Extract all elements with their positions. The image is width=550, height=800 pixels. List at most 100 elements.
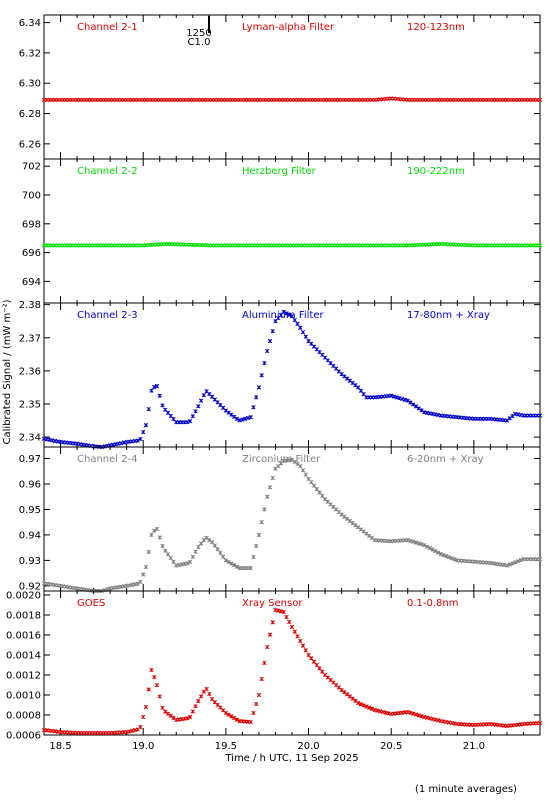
data-point [248,719,253,725]
data-point [141,429,146,435]
data-point [416,541,421,546]
data-point [141,572,146,577]
y-tick-label: 2.34 [19,433,41,444]
data-point [355,385,361,390]
data-point [226,712,231,717]
data-point [204,686,209,692]
data-point [157,535,162,540]
filter-label: Xray Sensor [242,598,303,609]
data-point [146,406,151,412]
data-point [138,436,143,442]
event-marker-class: C1.0 [188,37,211,48]
data-point [361,391,366,397]
data-point [154,526,160,532]
data-point [314,486,319,492]
data-point [201,392,206,398]
data-point [358,702,364,707]
data-point [300,643,306,648]
panel-frame [43,302,541,448]
data-point [146,549,151,555]
data-point [311,659,317,664]
series-2 [41,241,543,248]
band-label: 0.1-0.8nm [407,598,459,609]
data-point [215,547,220,552]
data-point [433,548,438,554]
data-point [413,404,419,409]
data-point [419,542,424,547]
data-point [430,547,435,552]
data-point [504,563,510,568]
panel-frame [43,446,541,592]
data-point [163,548,168,553]
data-point [303,472,308,477]
data-point [262,660,267,666]
data-point [537,413,543,418]
channel-label: Channel 2-1 [77,22,138,33]
data-point [424,544,430,549]
x-tick-label: 20.0 [297,741,319,752]
data-point [234,564,240,569]
y-tick-label: 702 [22,162,41,173]
y-tick-label: 0.0010 [6,691,41,702]
band-label: 190-222nm [407,166,465,177]
y-tick-label: 6.30 [19,79,41,90]
data-point [149,532,154,538]
y-tick-label: 6.32 [19,48,41,59]
panel-frame [43,158,541,304]
y-tick-label: 0.0018 [6,611,41,622]
data-point [248,415,253,420]
data-point [303,334,308,339]
data-point [143,423,149,428]
data-point [259,373,264,378]
data-point [160,543,165,549]
data-point [510,561,515,566]
data-point [303,648,308,653]
data-point [160,403,165,408]
panel-1: 6.26 6.28 6.30 6.32 6.34 Channel 2-1 Lyman-alp… [19,14,543,160]
data-point [289,314,295,319]
data-point [218,550,223,556]
data-point [270,328,275,334]
data-point [306,652,311,658]
channel-label: GOES [77,598,105,609]
data-point [284,311,289,316]
data-point [537,556,543,562]
data-point [207,691,212,697]
data-point [361,703,366,708]
y-tick-label: 0.0012 [6,671,41,682]
data-point [234,717,240,722]
data-point [209,539,215,545]
series-5 [41,607,543,736]
data-point [287,619,292,625]
data-point [369,706,375,711]
y-tick-label: 0.0006 [6,731,41,742]
data-point [254,543,259,549]
data-point [449,556,454,561]
data-point [281,609,286,615]
panel-3: 2.34 2.35 2.36 2.37 2.38 Channel 2-3 Aluminium… [19,300,543,450]
data-point [146,687,151,692]
footnote: (1 minute averages) [415,784,517,795]
data-point [254,395,259,400]
data-point [427,545,432,551]
data-point [259,520,264,525]
data-point [254,701,259,707]
data-point [196,698,201,704]
data-point [284,614,289,620]
data-point [422,542,427,548]
chart-panels: 6.26 6.28 6.30 6.32 6.34 Channel 2-1 Lyman-alp… [6,14,543,752]
data-point [168,555,173,561]
data-point [314,662,319,668]
data-point [226,559,231,565]
panel-5: 0.0006 0.0008 0.0010 0.0012 0.0014 0.0016 0.00… [6,590,543,742]
panel-2: 694 696 698 700 702 Channel 2-2 Herzberg Filte… [22,158,543,304]
data-point [256,532,262,538]
data-point [251,405,256,410]
data-point [438,551,443,557]
data-point [358,388,364,393]
panel-frame [43,590,541,736]
data-point [446,555,452,560]
x-tick-label: 20.5 [380,741,402,752]
series-4 [41,457,543,594]
data-point [444,554,449,559]
